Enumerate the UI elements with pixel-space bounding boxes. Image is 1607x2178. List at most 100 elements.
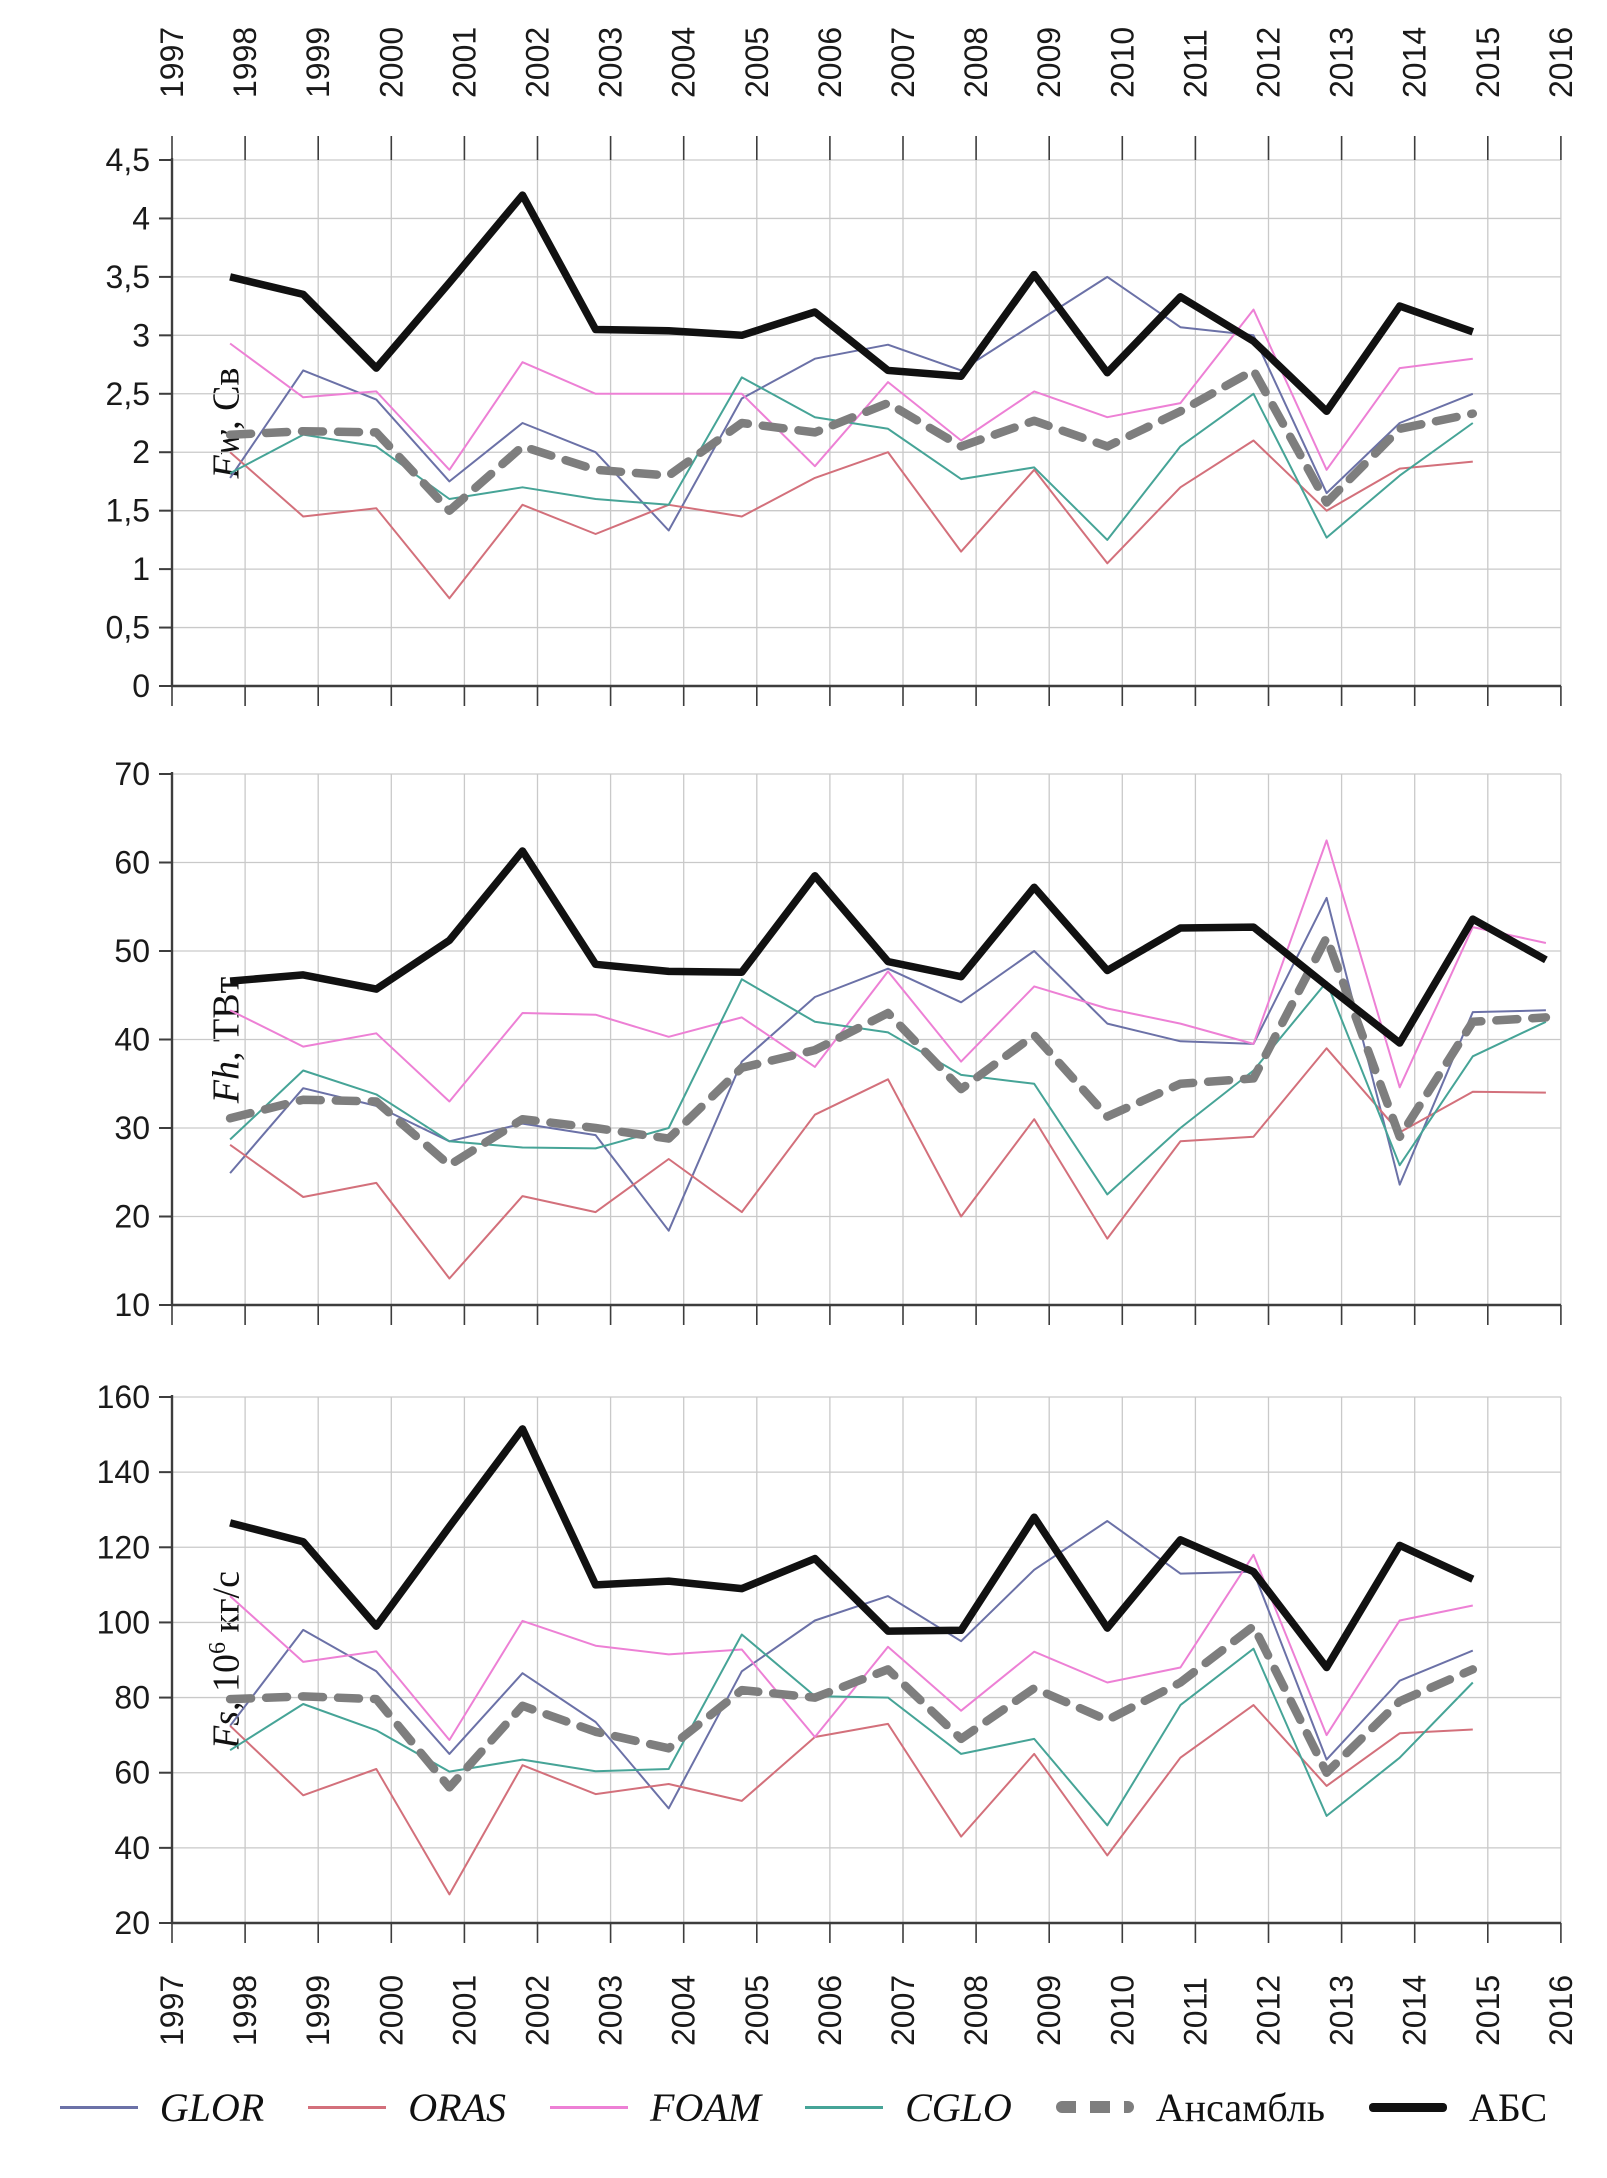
y-tick-label: 4 [132,200,150,236]
x-tick-label-top: 1997 [154,27,190,98]
legend-label-ensemble: Ансамбль [1155,2084,1325,2130]
x-tick-label-bottom: 2016 [1543,1975,1579,2046]
series-line-абс [229,847,1548,1047]
legend-line-ensemble-icon [1055,2101,1134,2113]
x-tick-label-top: 2003 [593,27,629,98]
series-line-foam [229,839,1547,1103]
y-tick-label: 140 [97,1454,150,1490]
series-line-oras [229,439,1473,600]
y-tick-label: 120 [97,1529,150,1565]
series-line-ансамбль [225,366,1478,515]
y-tick-label: 80 [114,1680,150,1716]
chart-fw: 4,5 4 3,5 3 2,5 2 1,5 1 0,5 0 1997 1998 1999 2000 2001… [106,27,1579,706]
x-tick-label-top: 1998 [227,27,263,98]
x-tick-label-top: 2016 [1543,27,1579,98]
series-line-ансамбль [225,1621,1478,1792]
legend-item-abs: АБС [1368,2084,1548,2131]
series-line-ансамбль [225,933,1551,1170]
series-line-cglo [229,376,1474,541]
legend-line-cglo-icon [805,2105,884,2109]
legend-line-abs-icon [1368,2102,1447,2112]
x-tick-label-top: 2002 [520,27,556,98]
y-tick-label: 0,5 [106,610,150,646]
x-tick-label-top: 2011 [1177,29,1213,98]
legend-item-cglo: CGLO [805,2084,1012,2131]
legend-item-glor: GLOR [59,2084,265,2131]
y-tick-label: 70 [114,756,150,792]
y-tick-label: 160 [97,1379,150,1415]
x-tick-label-bottom: 1997 [154,1975,190,2046]
x-tick-label-bottom: 2000 [373,1975,409,2046]
series-line-абс [229,191,1475,416]
series-line-абс [229,1425,1475,1672]
x-tick-label-top: 2012 [1251,27,1287,98]
y-tick-label: 40 [114,1830,150,1866]
x-tick-label-bottom: 2004 [666,1975,702,2046]
series-line-oras [229,1704,1473,1896]
x-tick-label-bottom: 2008 [958,1975,994,2046]
series-line-glor [229,1520,1474,1810]
legend-line-glor-icon [59,2105,138,2109]
y-tick-label: 60 [114,1755,150,1791]
x-tick-label-bottom: 2010 [1104,1975,1140,2046]
x-tick-label-top: 2014 [1397,27,1433,98]
legend: GLOR ORAS FOAM CGLO Ансамбль АБС [0,2062,1607,2152]
x-tick-label-top: 2006 [812,27,848,98]
x-tick-label-top: 2015 [1470,27,1506,98]
y-tick-label: 20 [114,1905,150,1941]
y-tick-label: 10 [114,1287,150,1323]
x-tick-label-top: 1999 [300,27,336,98]
x-tick-label-top: 2009 [1031,27,1067,98]
x-tick-label-bottom: 2012 [1251,1975,1287,2046]
series-line-oras [229,1047,1546,1280]
x-tick-label-bottom: 2003 [593,1975,629,2046]
legend-item-foam: FOAM [550,2084,761,2131]
y-tick-label: 100 [97,1604,150,1640]
legend-line-oras-icon [308,2105,387,2109]
y-tick-label: 60 [114,845,150,881]
chart-fh: 70 60 50 40 30 20 10 [114,756,1562,1325]
y-tick-label: 1,5 [106,493,150,529]
y-tick-label: 30 [114,1110,150,1146]
x-tick-label-top: 2004 [666,27,702,98]
x-tick-label-bottom: 2009 [1031,1975,1067,2046]
y-tick-label: 4,5 [106,142,150,178]
legend-label-oras: ORAS [408,2084,506,2130]
legend-label-foam: FOAM [650,2084,762,2130]
x-tick-label-top: 2000 [373,27,409,98]
x-tick-label-top: 2007 [885,27,921,98]
legend-label-cglo: CGLO [905,2084,1012,2130]
x-tick-label-bottom: 2011 [1177,1977,1213,2046]
charts-svg: 4,5 4 3,5 3 2,5 2 1,5 1 0,5 0 1997 1998 1999 2000 2001… [97,27,1579,2046]
y-tick-label: 40 [114,1022,150,1058]
legend-label-abs: АБС [1468,2084,1548,2130]
x-tick-label-bottom: 2001 [446,1975,482,2046]
y-tick-label: 3,5 [106,259,150,295]
x-tick-label-bottom: 2014 [1397,1975,1433,2046]
y-tick-label: 20 [114,1199,150,1235]
series-line-glor [229,275,1474,532]
x-tick-label-top: 2008 [958,27,994,98]
series-line-foam [229,308,1473,471]
y-tick-label: 2 [132,434,150,470]
legend-item-ensemble: Ансамбль [1055,2084,1325,2131]
x-tick-label-top: 2005 [739,27,775,98]
legend-label-glor: GLOR [159,2084,265,2130]
legend-item-oras: ORAS [308,2084,506,2131]
x-tick-label-bottom: 2006 [812,1975,848,2046]
y-tick-label: 2,5 [106,376,150,412]
y-tick-label: 50 [114,933,150,969]
x-tick-label-bottom: 1998 [227,1975,263,2046]
series-line-cglo [229,1633,1474,1827]
x-tick-label-bottom: 2015 [1470,1975,1506,2046]
x-tick-label-bottom: 1999 [300,1975,336,2046]
series-line-glor [229,896,1546,1232]
x-tick-label-top: 2001 [446,27,482,98]
legend-line-foam-icon [550,2105,628,2109]
x-tick-label-top: 2013 [1324,27,1360,98]
y-tick-label: 3 [132,317,150,353]
y-tick-label: 1 [132,551,150,587]
x-tick-label-bottom: 2005 [739,1975,775,2046]
